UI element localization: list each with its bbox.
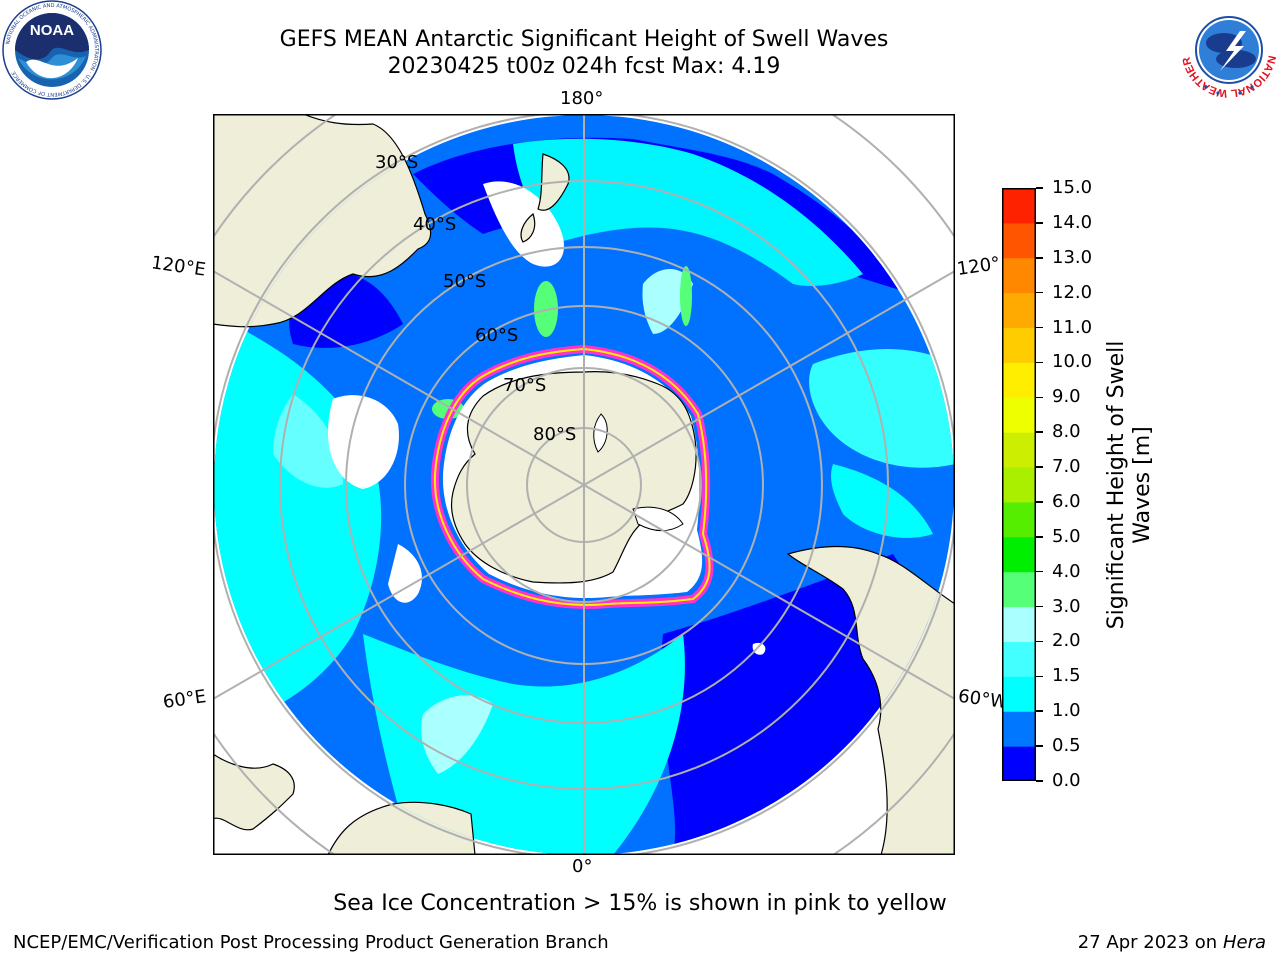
colorbar-swatch [1002,501,1036,538]
colorbar-tick-mark [1036,745,1043,747]
colorbar-tick-mark [1036,187,1043,189]
colorbar-swatch [1002,571,1036,608]
antarctica [450,371,697,584]
colorbar-tick-mark [1036,780,1043,782]
colorbar-swatch [1002,432,1036,468]
graticule [213,114,955,855]
lat-label-60: 60°S [475,325,518,346]
colorbar-tick-label: 5.0 [1052,525,1081,547]
colorbar-tick-mark [1036,710,1043,712]
lat-label-70: 70°S [503,375,546,396]
colorbar-swatch [1002,362,1036,398]
colorbar-label-line-1: Significant Height of Swell [1104,340,1129,630]
colorbar-swatch [1002,327,1036,363]
colorbar-tick-mark [1036,291,1043,294]
colorbar-tick-mark [1036,501,1043,503]
colorbar-tick-label: 1.5 [1052,665,1081,687]
colorbar-tick-label: 12.0 [1052,281,1093,303]
colorbar-tick-label: 6.0 [1052,490,1081,512]
meridian-label-120w: 120° [955,253,1002,280]
footer-date: 27 Apr 2023 on Hera [1078,932,1266,954]
noaa-wordmark: NOAA [30,22,74,39]
colorbar-tick-label: 8.0 [1052,421,1081,443]
chart-title: GEFS MEAN Antarctic Significant Height o… [279,27,889,52]
colorbar-swatch [1002,536,1036,573]
star-icon [1204,85,1254,95]
meridian-label-120e: 120°E [149,252,207,281]
meridian-label-60e: 60°E [161,686,208,713]
lat-label-40: 40°S [413,214,456,235]
colorbar-tick-mark [1036,361,1043,364]
colorbar-swatch [1002,467,1036,503]
colorbar-tick-mark [1036,431,1043,433]
colorbar-tick-mark [1036,675,1043,678]
colorbar-tick-label: 0.0 [1052,770,1081,791]
colorbar-tick-mark [1036,257,1043,259]
colorbar-tick-label: 7.0 [1052,456,1081,478]
colorbar-swatch [1002,641,1036,677]
colorbar-tick-label: 0.5 [1052,735,1081,757]
colorbar-tick-label: 11.0 [1052,316,1093,338]
colorbar-swatch [1002,397,1036,433]
colorbar-tick-label: 4.0 [1052,560,1081,582]
nws-logo: NATIONAL WEATHER SERVICE [1178,1,1278,99]
colorbar-tick-mark [1036,570,1043,573]
latitude-labels: 30°S 40°S 50°S 60°S 70°S 80°S [375,152,576,445]
colorbar-label: Significant Height of Swell Waves [m] [1104,275,1156,695]
footer-credit: NCEP/EMC/Verification Post Processing Pr… [13,932,609,953]
polar-map: 30°S 40°S 50°S 60°S 70°S 80°S [213,114,955,855]
colorbar-tick-mark [1036,640,1043,643]
colorbar-tick-label: 2.0 [1052,630,1081,652]
colorbar-swatch [1002,676,1036,712]
colorbar-tick-label: 14.0 [1052,211,1093,233]
colorbar-tick-label: 15.0 [1052,177,1093,198]
chart-subtitle: 20230425 t00z 024h fcst Max: 4.19 [387,54,781,79]
noaa-logo: NOAA NATIONAL OCEANIC AND ATMOSPHERIC AD… [2,0,102,100]
colorbar [1002,188,1036,781]
colorbar-tick-mark [1036,222,1043,224]
map-border [213,114,955,855]
colorbar-label-line-2: Waves [m] [1130,426,1155,544]
colorbar-tick-mark [1036,605,1043,608]
colorbar-tick-label: 3.0 [1052,595,1081,617]
colorbar-tick-label: 10.0 [1052,351,1093,373]
footer-date-text: 27 Apr 2023 on [1077,932,1223,953]
colorbar-tick-label: 1.0 [1052,700,1081,722]
colorbar-swatch [1002,188,1036,224]
colorbar-swatch [1002,746,1036,781]
sea-ice-footnote: Sea Ice Concentration > 15% is shown in … [333,891,947,916]
colorbar-swatch [1002,711,1036,747]
colorbar-swatch [1002,257,1036,294]
footer-machine: Hera [1222,932,1266,953]
colorbar-tick-mark [1036,326,1043,329]
lat-label-30: 30°S [375,152,418,173]
colorbar-tick-label: 9.0 [1052,386,1081,408]
colorbar-swatch [1002,222,1036,259]
colorbar-tick-mark [1036,536,1043,538]
meridian-label-180: 180° [560,88,604,109]
colorbar-tick-mark [1036,396,1043,399]
colorbar-swatch [1002,606,1036,642]
lat-label-50: 50°S [443,271,486,292]
colorbar-tick-label: 13.0 [1052,246,1093,268]
meridian-label-0: 0° [572,856,593,877]
colorbar-tick-mark [1036,466,1043,468]
lat-label-80: 80°S [533,424,576,445]
colorbar-swatch [1002,292,1036,329]
